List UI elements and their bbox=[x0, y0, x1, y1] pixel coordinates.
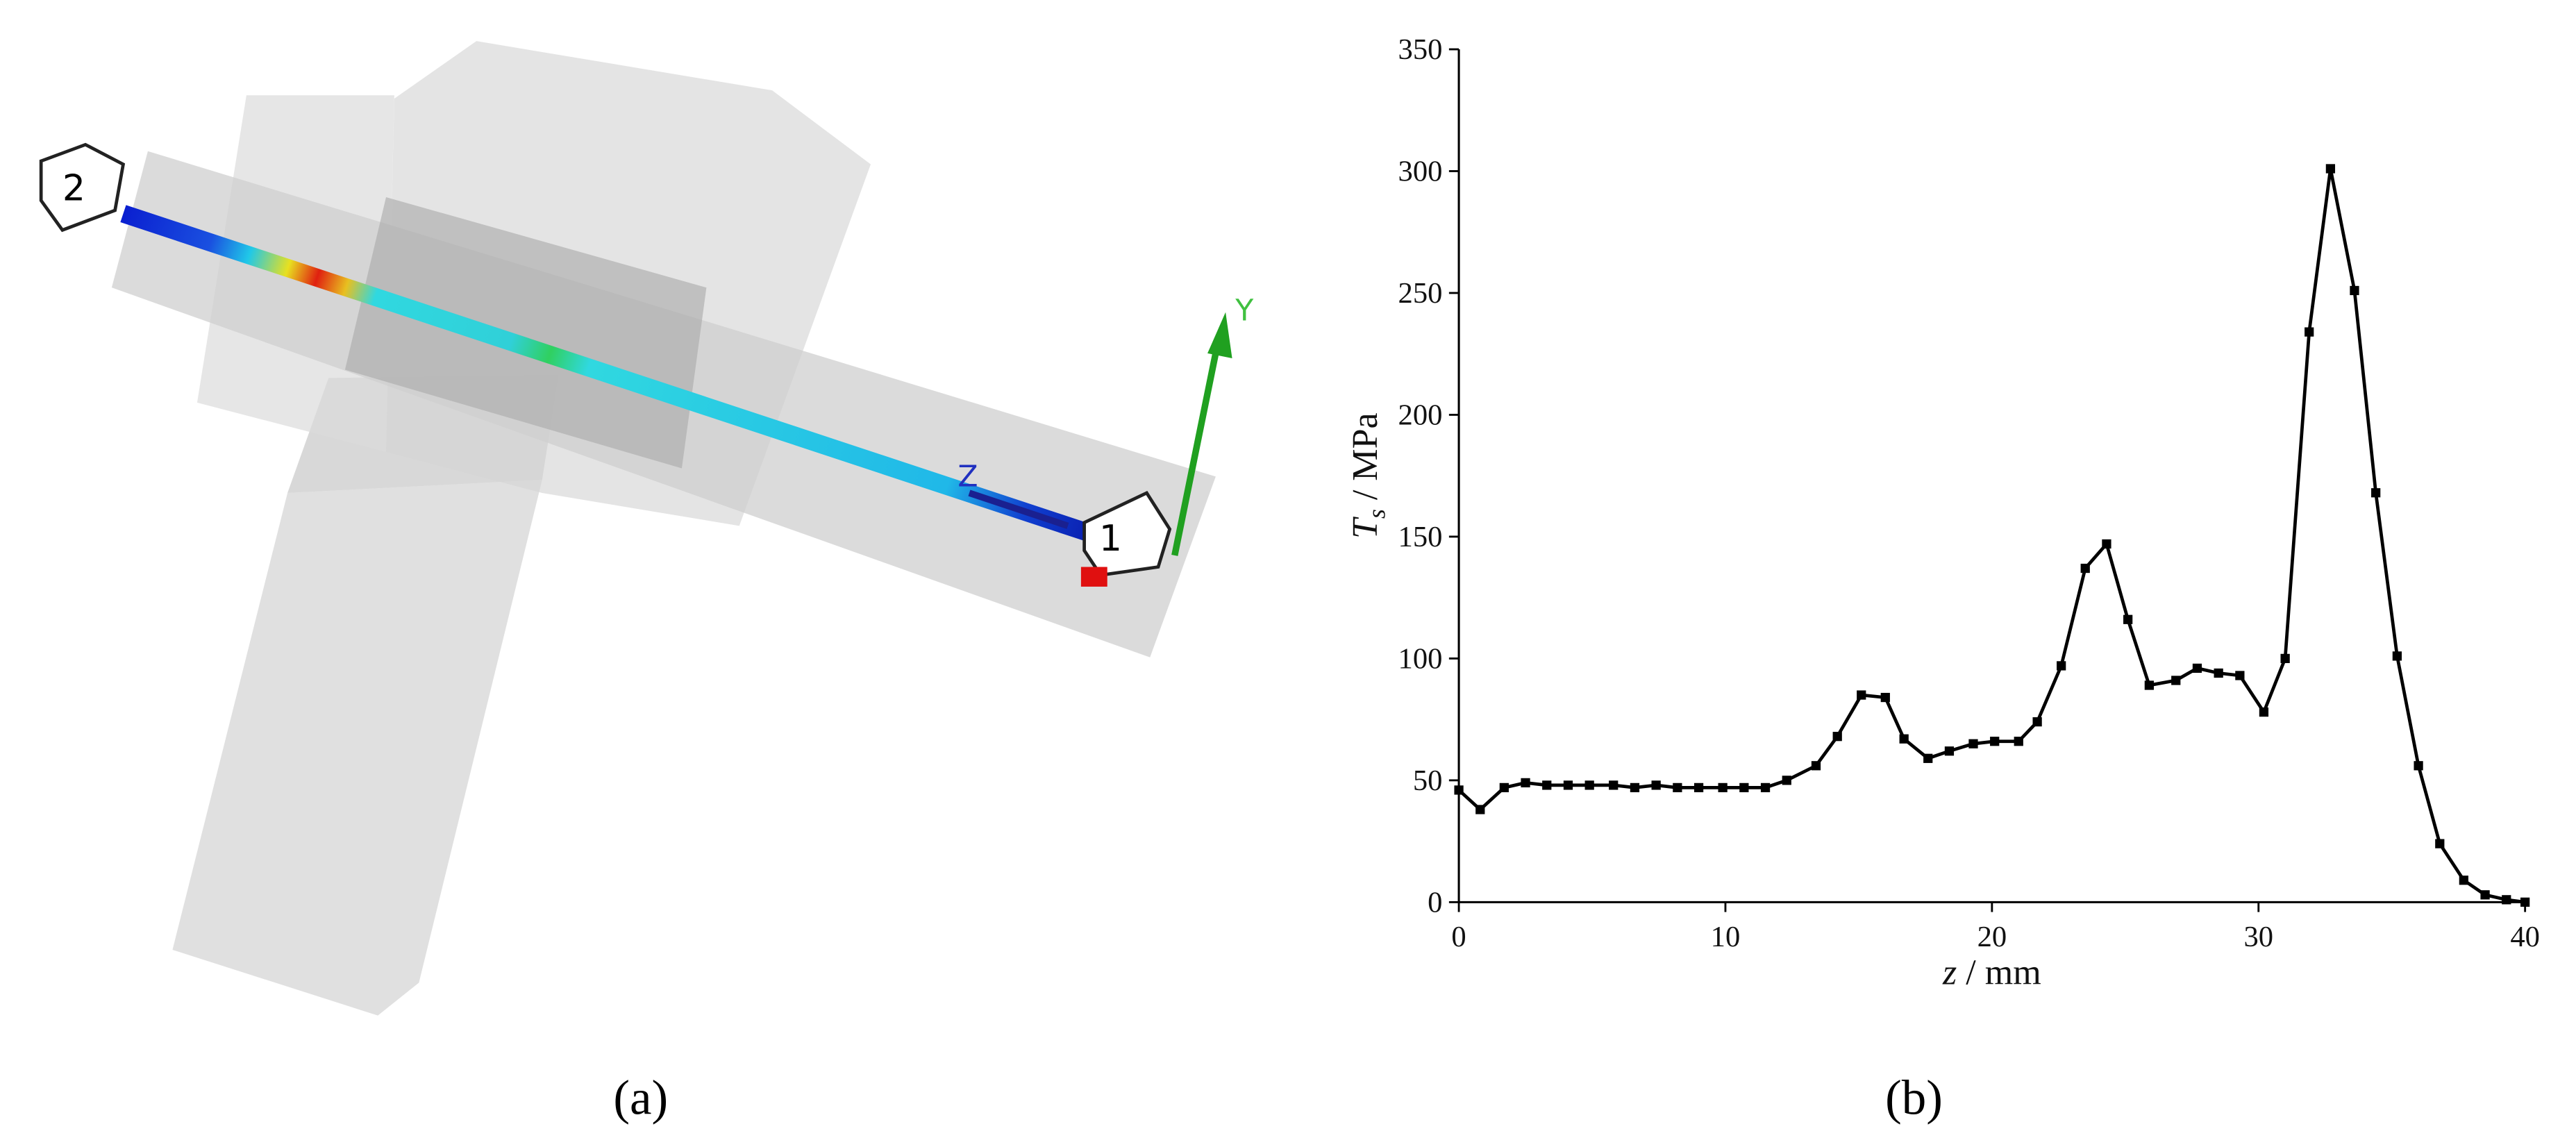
y-tick-label: 50 bbox=[1413, 764, 1443, 797]
point-label: 1 bbox=[1099, 518, 1122, 560]
data-point bbox=[1990, 737, 2000, 746]
data-point bbox=[1542, 780, 1552, 790]
data-point bbox=[1944, 746, 1955, 756]
data-point bbox=[2057, 661, 2066, 671]
data-point bbox=[1739, 782, 1749, 793]
y-tick-label: 150 bbox=[1398, 521, 1443, 553]
data-point bbox=[2171, 676, 2181, 685]
data-point bbox=[1563, 780, 1573, 790]
data-point bbox=[2325, 164, 2336, 174]
data-point bbox=[2235, 671, 2245, 680]
data-point bbox=[2502, 895, 2511, 905]
point-marker bbox=[1082, 490, 1172, 577]
x-axis-label: z / mm bbox=[1942, 953, 2041, 993]
label-unit: / MPa bbox=[1346, 412, 1385, 509]
z-axis-arrow bbox=[968, 489, 1069, 529]
point-marker bbox=[39, 142, 126, 233]
data-point bbox=[1923, 753, 1933, 763]
data-point bbox=[2280, 653, 2290, 664]
data-point bbox=[1651, 780, 1661, 790]
x-tick-label: 30 bbox=[2243, 921, 2273, 953]
inner-bore bbox=[344, 197, 707, 469]
chart: 0 50 100 150 200 250 300 350 0 10 20 30 40 z / mm Ts /… bbox=[1346, 33, 2540, 992]
caption: (b) bbox=[1885, 1071, 1943, 1125]
data-point bbox=[1499, 782, 1509, 793]
data-point bbox=[2350, 285, 2359, 296]
data-point bbox=[1693, 782, 1704, 793]
data-point bbox=[1673, 782, 1682, 793]
data-point bbox=[1584, 780, 1594, 790]
point-label: 2 bbox=[62, 168, 85, 210]
data-point bbox=[2123, 614, 2133, 624]
series-line bbox=[1457, 168, 2525, 904]
data-point bbox=[2259, 707, 2269, 717]
y-axis-label: Ts / MPa bbox=[1346, 412, 1391, 539]
arrow-head bbox=[1207, 312, 1232, 358]
data-point bbox=[1880, 692, 1890, 703]
data-point bbox=[2192, 663, 2202, 673]
x-tick-label: 40 bbox=[2510, 921, 2540, 953]
y-tick-label: 200 bbox=[1398, 399, 1443, 432]
data-point bbox=[2305, 327, 2314, 337]
data-point bbox=[1718, 782, 1728, 793]
support bbox=[1080, 567, 1107, 587]
data-point bbox=[1609, 780, 1619, 790]
data-point bbox=[2144, 680, 2154, 690]
y-tick-label: 350 bbox=[1398, 33, 1443, 66]
y-tick-label: 300 bbox=[1398, 156, 1443, 188]
data-point bbox=[1811, 761, 1821, 771]
label-symbol: z bbox=[1942, 953, 1957, 993]
data-point bbox=[2520, 897, 2530, 907]
axis-letter: Z bbox=[957, 460, 978, 494]
data-point bbox=[2435, 839, 2445, 848]
caption: (a) bbox=[613, 1071, 668, 1125]
data-point bbox=[2102, 539, 2111, 549]
data-point bbox=[2480, 890, 2490, 900]
data-point bbox=[1630, 782, 1640, 793]
y-tick-label: 0 bbox=[1428, 887, 1442, 919]
vertical-block bbox=[172, 480, 542, 1016]
panel-a-render: 2 1 Z Y bbox=[39, 41, 1254, 1016]
data-point bbox=[2214, 668, 2223, 678]
y-tick-label: 100 bbox=[1398, 643, 1443, 676]
data-point bbox=[1832, 732, 1842, 742]
data-point bbox=[1968, 739, 1978, 748]
x-tick-label: 20 bbox=[1977, 921, 2007, 953]
axis-letter: Y bbox=[1235, 294, 1254, 328]
y-tick-label: 250 bbox=[1398, 277, 1443, 310]
x-tick-label: 10 bbox=[1711, 921, 1741, 953]
x-tick-label: 0 bbox=[1451, 921, 1466, 953]
label-unit: / mm bbox=[1957, 953, 2041, 993]
data-point bbox=[2014, 737, 2023, 746]
data-point bbox=[1899, 734, 1909, 744]
data-point bbox=[1760, 782, 1771, 793]
label-symbol: T bbox=[1346, 516, 1385, 539]
data-point bbox=[1857, 690, 1866, 700]
y-axis-arrow bbox=[1171, 336, 1223, 556]
data-point bbox=[1454, 785, 1464, 795]
data-point bbox=[1782, 776, 1791, 785]
data-point bbox=[2392, 651, 2402, 661]
data-point bbox=[2032, 717, 2042, 727]
data-point bbox=[2371, 488, 2381, 498]
data-point bbox=[2414, 761, 2423, 771]
data-point bbox=[2080, 563, 2090, 574]
data-point bbox=[1475, 805, 1485, 814]
data-point bbox=[1521, 778, 1530, 788]
label-subscript: s bbox=[1363, 509, 1391, 519]
stress-path bbox=[120, 205, 1096, 543]
data-point bbox=[2459, 876, 2468, 885]
